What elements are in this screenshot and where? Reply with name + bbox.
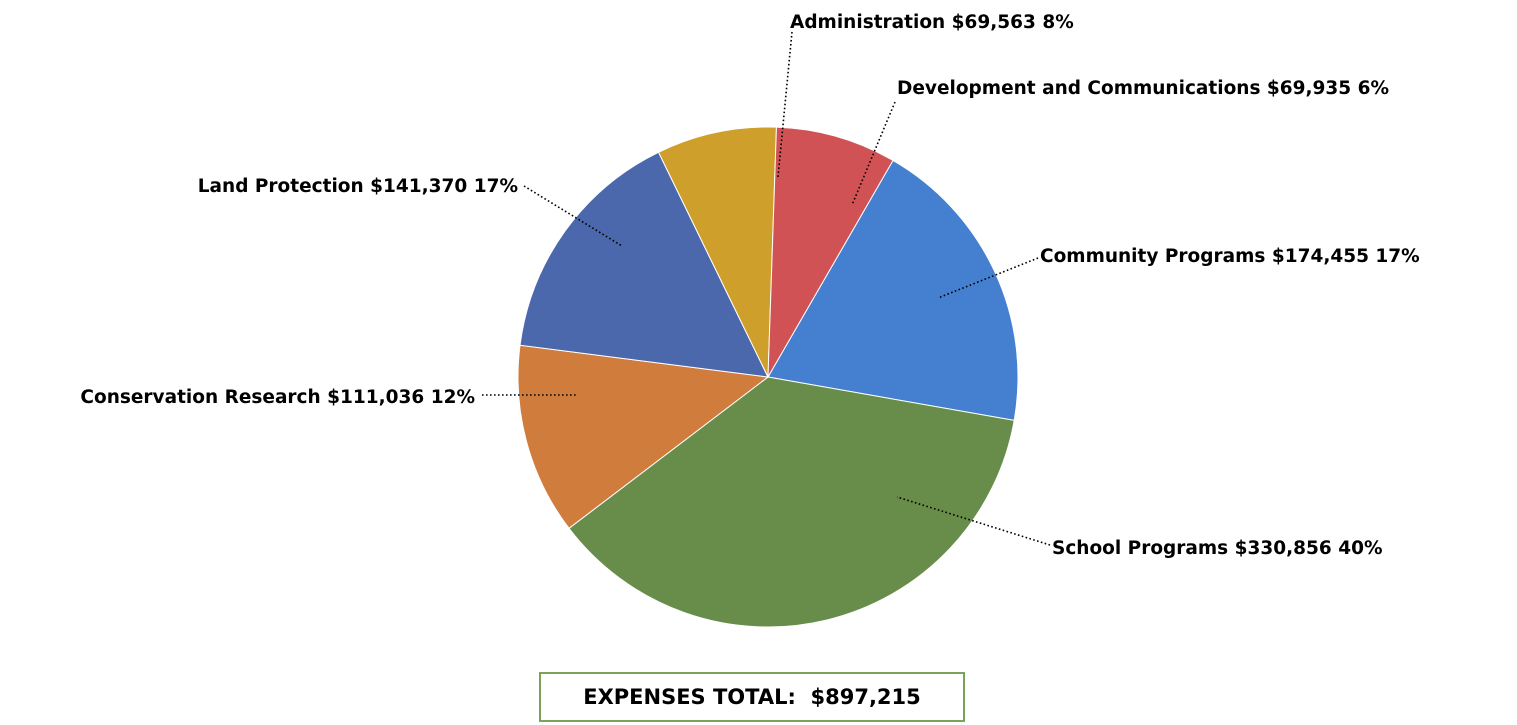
pie-slice-community-programs: [767, 159, 1019, 421]
pie-slice-conservation-research: [517, 344, 770, 530]
pie-slice-development-and-communications: [767, 126, 894, 378]
pie-slice-school-programs: [568, 376, 1015, 628]
leader-line-land-protection: [523, 185, 623, 247]
leader-line-school-programs: [896, 496, 1051, 546]
data-label-conservation-research: Conservation Research $111,036 12%: [80, 387, 475, 408]
data-label-administration: Administration $69,563 8%: [790, 12, 1074, 33]
leader-line-administration: [777, 31, 793, 178]
pie-slice-administration: [657, 126, 777, 378]
expenses-total-label: EXPENSES TOTAL:: [583, 685, 796, 709]
expenses-total-text: EXPENSES TOTAL: $897,215: [583, 685, 921, 709]
expenses-total-box: EXPENSES TOTAL: $897,215: [539, 672, 965, 722]
data-label-community-programs: Community Programs $174,455 17%: [1040, 246, 1420, 267]
expenses-total-value: $897,215: [810, 685, 921, 709]
data-label-development-and-communications: Development and Communications $69,935 6…: [897, 78, 1389, 99]
pie-slice-land-protection: [519, 151, 769, 378]
data-label-school-programs: School Programs $330,856 40%: [1052, 538, 1383, 559]
data-label-land-protection: Land Protection $141,370 17%: [198, 176, 518, 197]
leader-line-development-and-communications: [851, 101, 896, 206]
